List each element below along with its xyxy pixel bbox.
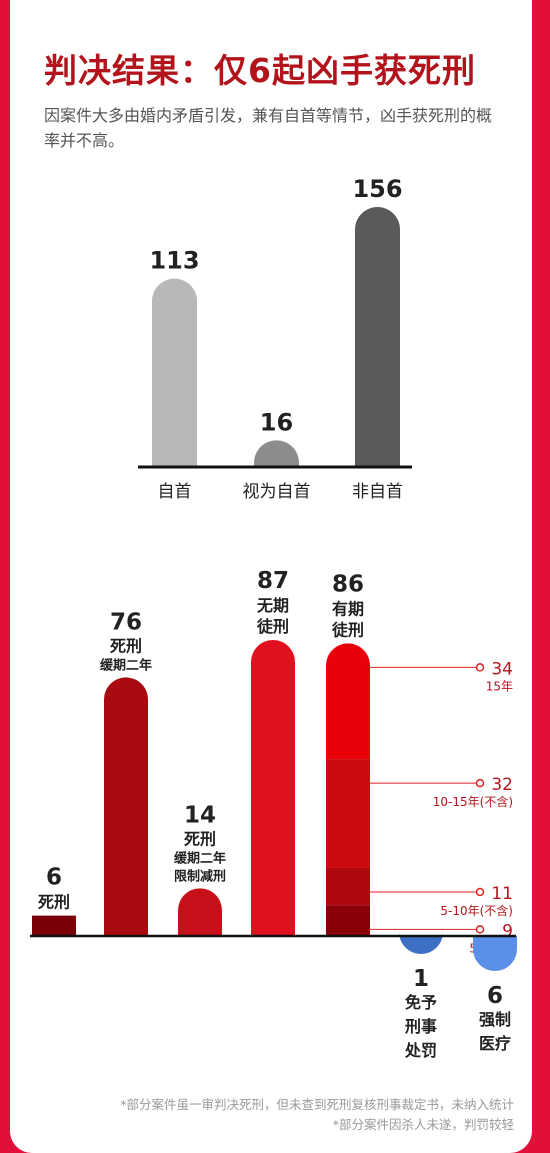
bar-value-label: 16 xyxy=(260,408,293,436)
bar-category-label: 限制减刑 xyxy=(174,868,226,884)
bar-value-label: 14 xyxy=(184,802,216,828)
callout-dot xyxy=(475,925,485,934)
bar-category-label: 缓期二年 xyxy=(100,657,152,673)
verdict-bar xyxy=(251,640,295,936)
category-label: 自首 xyxy=(158,482,192,502)
callout-dot xyxy=(475,663,485,672)
bar-category-label: 死刑 xyxy=(184,829,216,848)
verdict-bar xyxy=(104,677,148,936)
bar-category-label: 有期 xyxy=(332,599,364,618)
stack-segment xyxy=(326,867,370,906)
footnote-1: *部分案件虽一审判决死刑，但未查到死刑复核刑事裁定书，未纳入统计 xyxy=(120,1097,514,1112)
bar-category-label: 医疗 xyxy=(479,1034,511,1053)
verdict-bar xyxy=(32,915,76,936)
bar-category-label: 无期 xyxy=(256,596,289,615)
page-subtitle: 因案件大多由婚内矛盾引发，兼有自首等情节，凶手获死刑的概率并不高。 xyxy=(44,106,493,150)
bar-category-label: 死刑 xyxy=(38,893,70,912)
bar-category-label: 处罚 xyxy=(404,1041,437,1060)
bar-category-label: 强制 xyxy=(479,1010,511,1029)
stack-segment xyxy=(326,759,370,868)
segment-label: 10-15年(不含) xyxy=(433,794,513,809)
category-label: 非自首 xyxy=(352,482,403,502)
segment-label: 5-10年(不含) xyxy=(440,903,513,918)
segment-label: 15年 xyxy=(486,679,513,693)
segment-value-label: 9 xyxy=(502,921,513,941)
bar-2 xyxy=(254,440,299,467)
segment-value-label: 32 xyxy=(491,775,513,795)
infographic-card xyxy=(10,0,532,1153)
stack-segment xyxy=(326,643,370,760)
footnote-2: *部分案件因杀人未遂，判罚较轻 xyxy=(332,1117,514,1132)
segment-value-label: 34 xyxy=(491,659,513,679)
bar-value-label: 76 xyxy=(110,609,142,635)
verdict-bar xyxy=(178,888,222,936)
bar-value-label: 6 xyxy=(46,865,62,891)
bar-3 xyxy=(355,207,400,467)
negative-bar xyxy=(473,936,517,971)
segment-value-label: 11 xyxy=(491,884,513,904)
bar-category-label: 缓期二年 xyxy=(174,850,226,866)
bar-category-label: 刑事 xyxy=(405,1017,437,1036)
category-label: 视为自首 xyxy=(243,482,311,502)
bar-category-label: 免予 xyxy=(405,993,437,1012)
callout-dot xyxy=(475,778,485,788)
bar-value-label: 1 xyxy=(413,966,429,992)
bar-value-label: 156 xyxy=(352,175,402,203)
bar-value-label: 113 xyxy=(149,247,199,275)
bar-1 xyxy=(152,278,197,467)
bar-category-label: 徒刑 xyxy=(256,617,289,636)
negative-bar xyxy=(399,932,443,954)
callout-dot xyxy=(475,887,485,897)
page-title: 判决结果：仅6起凶手获死刑 xyxy=(44,51,476,90)
stack-segment xyxy=(326,905,370,936)
bar-category-label: 徒刑 xyxy=(331,620,364,639)
bar-value-label: 86 xyxy=(332,571,364,597)
bar-category-label: 死刑 xyxy=(110,636,142,655)
bar-value-label: 87 xyxy=(257,568,289,594)
bar-value-label: 6 xyxy=(487,983,503,1009)
